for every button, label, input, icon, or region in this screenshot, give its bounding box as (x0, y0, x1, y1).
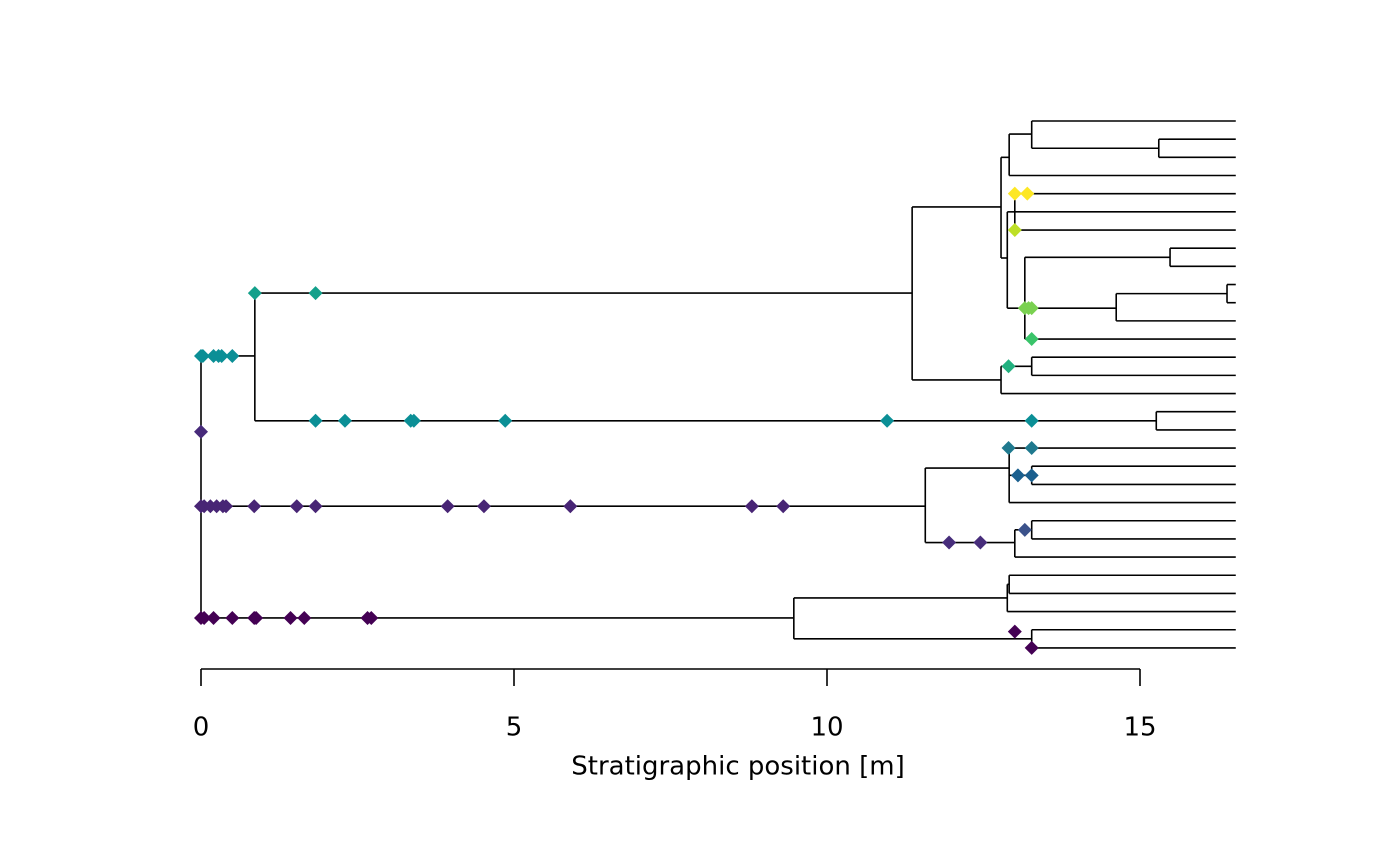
marker (1024, 441, 1039, 456)
marker (247, 286, 262, 301)
marker (973, 535, 988, 550)
marker (406, 413, 421, 428)
marker (249, 610, 264, 625)
marker (563, 499, 578, 514)
marker (308, 413, 323, 428)
marker (1007, 223, 1022, 238)
marker (283, 610, 298, 625)
marker (225, 348, 240, 363)
marker (1024, 413, 1039, 428)
marker (1024, 332, 1039, 347)
marker (1020, 186, 1035, 201)
marker (308, 499, 323, 514)
x-axis-label: Stratigraphic position [m] (571, 752, 905, 782)
x-tick-label: 10 (810, 713, 843, 743)
marker (440, 499, 455, 514)
marker (744, 499, 759, 514)
x-tick-label: 5 (506, 713, 523, 743)
marker (1024, 468, 1039, 483)
marker (1024, 640, 1039, 655)
marker (1001, 359, 1016, 374)
x-tick-label: 15 (1123, 713, 1156, 743)
marker (1010, 468, 1025, 483)
marker (247, 499, 262, 514)
marker (1024, 301, 1039, 316)
marker (195, 348, 210, 363)
marker (225, 610, 240, 625)
marker (364, 610, 379, 625)
x-tick-label: 0 (193, 713, 210, 743)
marker (1007, 186, 1022, 201)
marker (206, 610, 221, 625)
marker (289, 499, 304, 514)
marker (219, 499, 234, 514)
marker (297, 610, 312, 625)
marker (214, 348, 229, 363)
marker (942, 535, 957, 550)
marker (880, 413, 895, 428)
marker (308, 286, 323, 301)
marker (194, 424, 208, 439)
marker (337, 413, 352, 428)
marker (776, 499, 791, 514)
marker (1001, 441, 1016, 456)
marker (1007, 624, 1022, 639)
marker (476, 499, 491, 514)
marker (498, 413, 513, 428)
marker (1017, 522, 1032, 537)
marker (197, 610, 212, 625)
